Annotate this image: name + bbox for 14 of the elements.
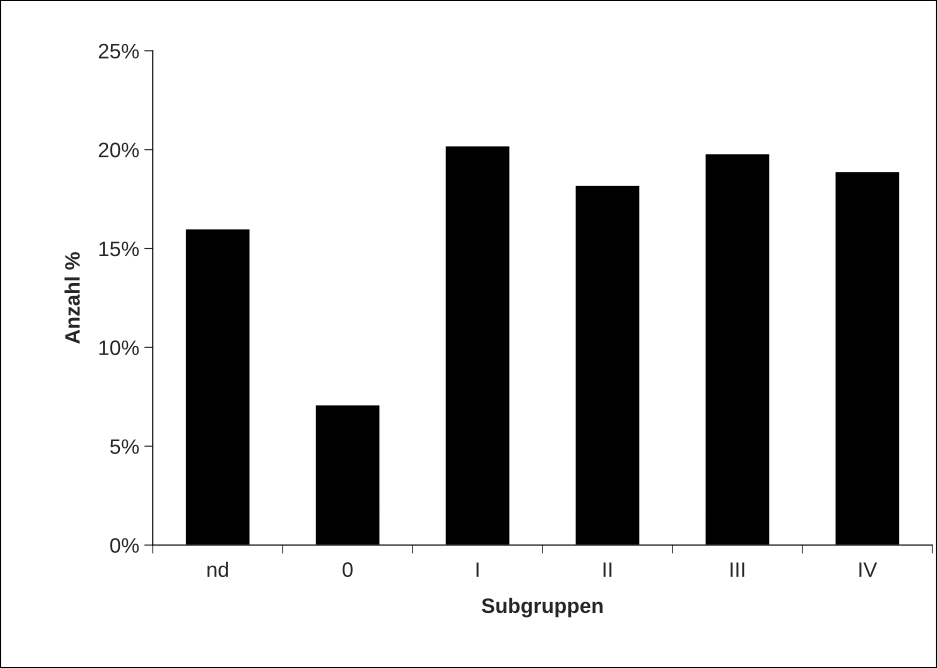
x-tick-label: nd <box>207 562 228 578</box>
x-tick-label: IV <box>859 562 878 577</box>
y-tick-label: 15% <box>99 242 139 256</box>
x-tick-label: II <box>604 562 612 577</box>
x-tick-label: 0 <box>342 562 353 578</box>
y-tick-label: 25% <box>98 44 139 59</box>
x-tick-label: I <box>476 562 479 577</box>
x-tick-label: III <box>730 562 744 577</box>
y-tick-label: 10% <box>99 340 139 356</box>
y-tick-label: 0% <box>110 538 139 553</box>
y-tick-label: 20% <box>98 142 139 158</box>
y-axis-title: Anzahl % <box>64 252 80 344</box>
y-tick-label: 5% <box>110 439 139 454</box>
x-axis-title: Subgruppen <box>482 598 603 618</box>
